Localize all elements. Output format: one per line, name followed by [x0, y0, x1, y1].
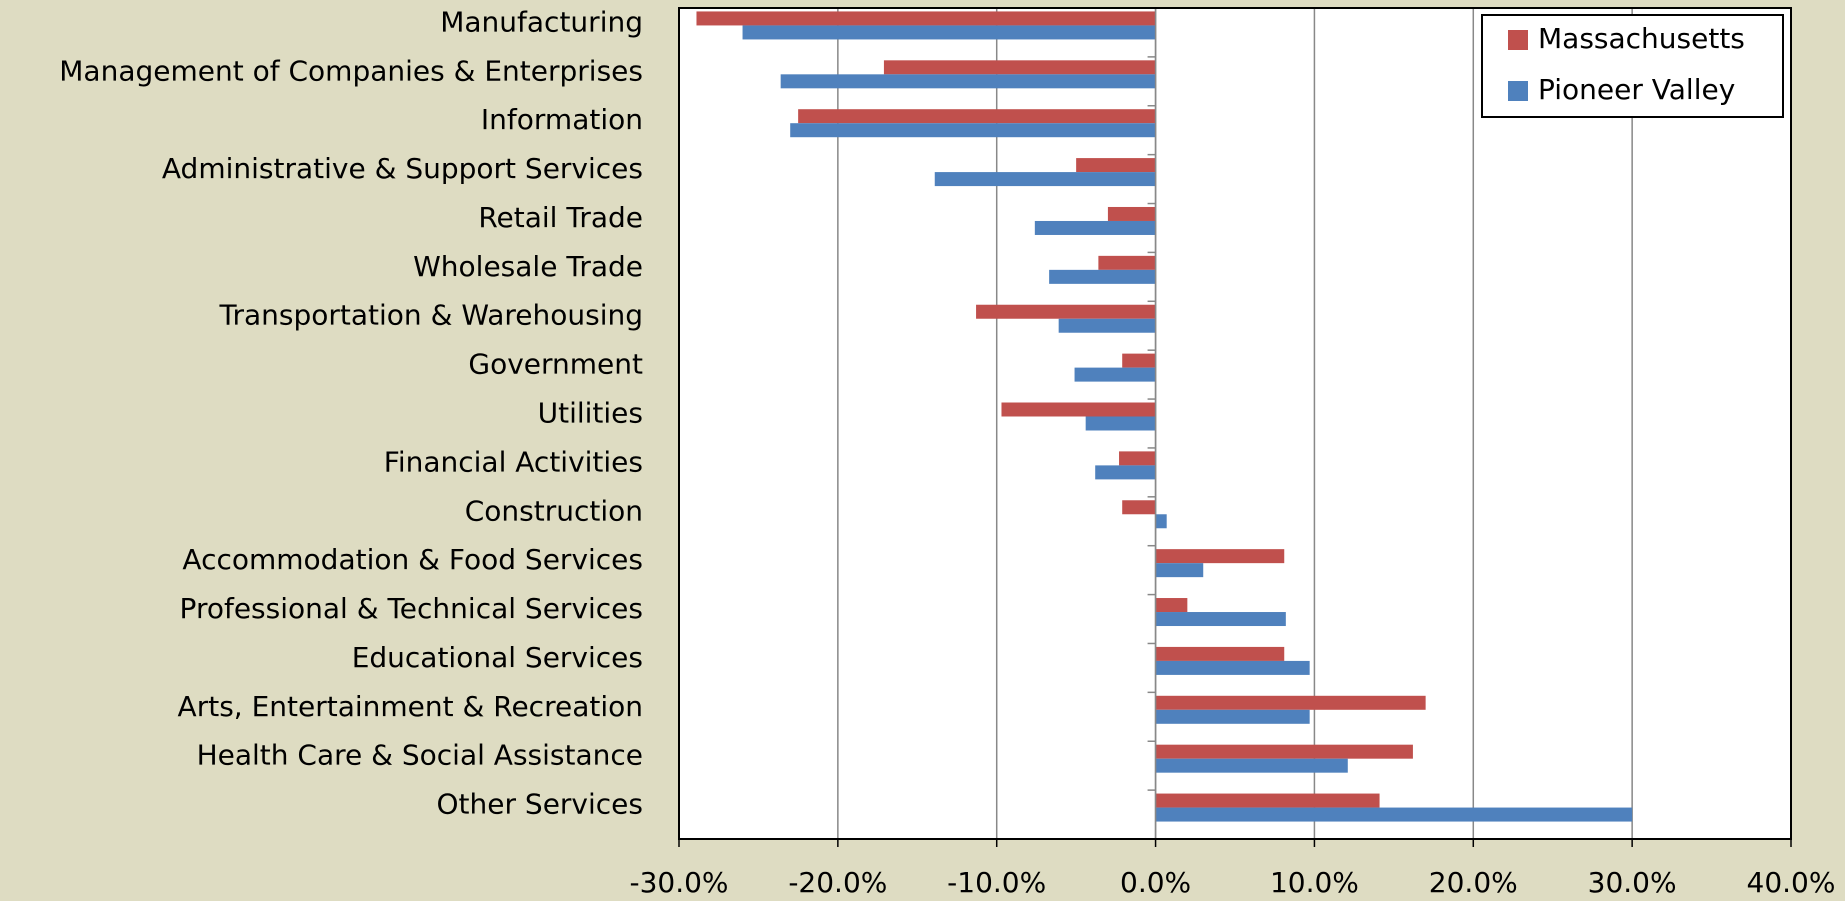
y-tick-label: Information	[481, 103, 643, 136]
bar	[1155, 807, 1633, 822]
x-tick-label: 10.0%	[1270, 866, 1359, 899]
x-tick-label: 20.0%	[1429, 866, 1518, 899]
bar	[1122, 500, 1156, 515]
bar	[1155, 709, 1310, 724]
plot-border	[678, 7, 1792, 840]
y-tick-label: Wholesale Trade	[413, 250, 643, 283]
bar	[1155, 514, 1167, 529]
bar	[1155, 549, 1285, 564]
bar	[1095, 465, 1156, 480]
legend	[1481, 14, 1784, 118]
y-tick-label: Utilities	[538, 397, 643, 430]
bar	[934, 172, 1156, 187]
bar	[780, 74, 1156, 89]
bar	[1107, 206, 1156, 221]
bar	[1098, 255, 1156, 270]
x-tick-label: 30.0%	[1588, 866, 1677, 899]
x-tick-label: 40.0%	[1747, 866, 1836, 899]
bar	[883, 60, 1156, 75]
legend-label: Pioneer Valley	[1538, 73, 1735, 106]
bar	[1058, 318, 1156, 333]
x-tick-label: 0.0%	[1120, 866, 1191, 899]
y-tick-label: Management of Companies & Enterprises	[59, 54, 643, 87]
bar	[1155, 598, 1188, 613]
bar	[1155, 563, 1204, 578]
legend-swatch	[1508, 81, 1528, 101]
y-tick-label: Administrative & Support Services	[162, 152, 643, 185]
bar	[1155, 758, 1348, 773]
x-tick-label: -10.0%	[947, 866, 1046, 899]
x-tick-label: -20.0%	[788, 866, 887, 899]
bar	[696, 11, 1156, 26]
bar	[1085, 416, 1156, 431]
bar	[1001, 402, 1156, 417]
bar	[1076, 158, 1156, 173]
bar	[1155, 612, 1286, 627]
bar	[1155, 695, 1426, 710]
y-tick-label: Other Services	[437, 788, 643, 821]
x-tick-label: -30.0%	[629, 866, 728, 899]
bar	[1155, 744, 1413, 759]
legend-swatch	[1508, 30, 1528, 50]
y-tick-label: Professional & Technical Services	[180, 592, 643, 625]
y-tick-label: Transportation & Warehousing	[219, 299, 644, 332]
y-tick-label: Manufacturing	[440, 5, 643, 38]
y-tick-label: Financial Activities	[384, 445, 643, 478]
y-tick-label: Accommodation & Food Services	[182, 543, 643, 576]
y-tick-label: Educational Services	[352, 641, 643, 674]
bar	[790, 123, 1156, 138]
bar	[1155, 793, 1380, 808]
bar	[1122, 353, 1156, 368]
bar	[976, 304, 1156, 319]
y-tick-label: Retail Trade	[478, 201, 643, 234]
bar	[1155, 660, 1310, 675]
y-tick-label: Government	[468, 348, 643, 381]
legend-label: Massachusetts	[1538, 22, 1745, 55]
y-tick-label: Health Care & Social Assistance	[197, 739, 643, 772]
bar	[742, 25, 1156, 40]
bar	[1119, 451, 1156, 466]
y-tick-label: Construction	[465, 494, 643, 527]
bar	[1049, 269, 1156, 284]
bar	[1034, 220, 1156, 235]
bar	[798, 109, 1156, 124]
bar	[1155, 646, 1285, 661]
bar	[1074, 367, 1156, 382]
y-tick-label: Arts, Entertainment & Recreation	[178, 690, 643, 723]
